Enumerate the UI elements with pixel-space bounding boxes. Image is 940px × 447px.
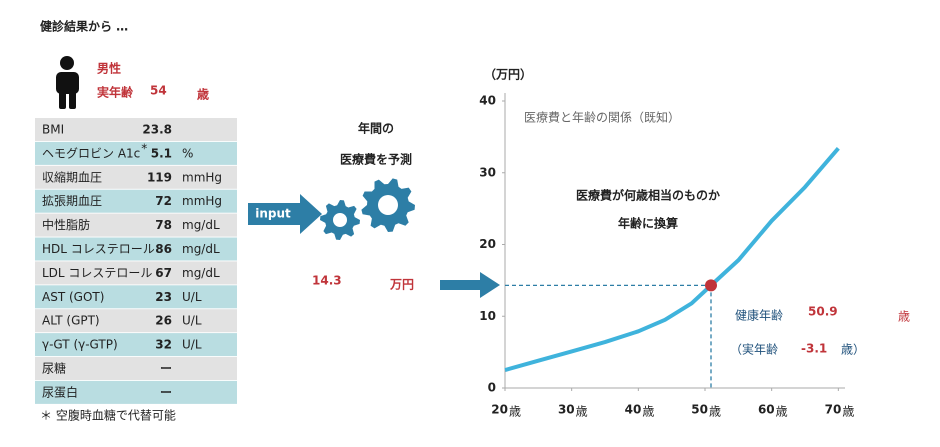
- annotation: 医療費が何歳相当のものか: [576, 188, 720, 203]
- health-age-unit: 歳: [898, 310, 910, 324]
- cost-arrow: [440, 272, 500, 298]
- table-row: [35, 261, 237, 285]
- x-tick-unit: 歳: [576, 405, 588, 419]
- row-value: 32: [155, 338, 172, 352]
- highlight-point: [705, 279, 717, 292]
- input-label: input: [255, 207, 291, 221]
- table-row: [35, 285, 237, 309]
- table-note: ＊ 空腹時血糖で代替可能: [40, 408, 176, 423]
- table-row: [35, 357, 237, 380]
- row-value: 72: [155, 194, 172, 208]
- table-row: [35, 237, 237, 261]
- chart-title: 医療費と年齢の関係（既知）: [524, 110, 680, 125]
- row-unit: mg/dL: [182, 266, 220, 280]
- row-value: ー: [160, 385, 172, 399]
- row-item: γ-GT (γ-GTP): [42, 338, 118, 352]
- x-tick-label: 70: [825, 403, 842, 417]
- table-row: [35, 309, 237, 333]
- x-tick-label: 30: [558, 403, 575, 417]
- row-item: ヘモグロビン A1c: [42, 146, 140, 160]
- health-age-label: 健康年齢: [735, 308, 783, 323]
- row-unit: U/L: [182, 290, 202, 304]
- person-icon: [56, 56, 79, 109]
- row-item: 収縮期血圧: [42, 169, 102, 184]
- row-value: 67: [155, 266, 172, 280]
- age-label: 実年齢: [97, 85, 134, 100]
- row-item: 拡張期血圧: [42, 194, 102, 208]
- x-tick-label: 60: [758, 403, 775, 417]
- row-unit: U/L: [182, 338, 202, 352]
- x-tick-label: 50: [691, 403, 708, 417]
- y-axis-label: （万円）: [484, 67, 532, 82]
- row-item: LDL コレステロール: [42, 266, 152, 280]
- line-series: [504, 147, 840, 372]
- gear-icon: [320, 200, 360, 240]
- age-unit: 歳: [197, 87, 209, 102]
- table-row: [35, 333, 237, 357]
- age-note-open: （実年齢: [730, 342, 778, 357]
- row-item: AST (GOT): [42, 290, 104, 304]
- x-tick-label: 20: [491, 403, 508, 417]
- x-tick-unit: 歳: [842, 405, 854, 419]
- cost-unit: 万円: [389, 278, 414, 292]
- row-unit: mg/dL: [182, 218, 220, 232]
- row-unit: U/L: [182, 314, 202, 328]
- prediction-title: 年間の: [358, 121, 394, 136]
- row-item: BMI: [42, 123, 64, 137]
- row-item: 中性脂肪: [42, 217, 90, 232]
- row-item: ALT (GPT): [42, 314, 100, 328]
- x-tick-unit: 歳: [776, 405, 788, 419]
- row-value: 23.8: [142, 123, 172, 137]
- x-tick-label: 40: [625, 403, 642, 417]
- row-item: HDL コレステロール: [42, 242, 155, 256]
- input-arrow: [248, 194, 322, 234]
- y-tick-label: 20: [479, 237, 496, 251]
- x-tick-unit: 歳: [642, 405, 654, 419]
- y-tick-label: 40: [479, 94, 496, 108]
- sex: 男性: [97, 61, 121, 76]
- table-row: [35, 165, 237, 189]
- gear-icon: [361, 178, 415, 232]
- x-tick-unit: 歳: [509, 405, 521, 419]
- row-value: 86: [155, 242, 172, 256]
- row-value: 26: [155, 314, 172, 328]
- x-tick-unit: 歳: [709, 405, 721, 419]
- annotation: 年齢に換算: [618, 216, 678, 231]
- row-item: 尿蛋白: [42, 384, 78, 399]
- y-tick-label: 10: [479, 309, 496, 323]
- row-value: 5.1: [151, 146, 172, 160]
- header-title: 健診結果から …: [40, 19, 128, 34]
- age-difference: -3.1: [801, 342, 827, 356]
- row-unit: mmHg: [182, 170, 222, 184]
- row-mark: *: [141, 141, 147, 155]
- health-age: 50.9: [808, 305, 838, 319]
- table-row: [35, 141, 237, 165]
- table-row: [35, 189, 237, 213]
- predicted-cost: 14.3: [312, 274, 342, 288]
- y-tick-label: 0: [488, 381, 496, 395]
- table-row: [35, 380, 237, 404]
- row-unit: mg/dL: [182, 242, 220, 256]
- row-unit: %: [182, 146, 193, 160]
- row-value: 23: [155, 290, 172, 304]
- y-tick-label: 30: [479, 165, 496, 179]
- row-value: 78: [155, 218, 172, 232]
- table-row: [35, 118, 237, 141]
- gears: [320, 178, 415, 240]
- row-unit: mmHg: [182, 194, 222, 208]
- row-value: 119: [147, 170, 172, 184]
- table-row: [35, 213, 237, 237]
- age-note-close: 歳）: [841, 343, 865, 357]
- row-value: ー: [160, 362, 172, 376]
- row-item: 尿糖: [42, 361, 66, 376]
- age: 54: [150, 84, 167, 98]
- prediction-title: 医療費を予測: [340, 152, 412, 167]
